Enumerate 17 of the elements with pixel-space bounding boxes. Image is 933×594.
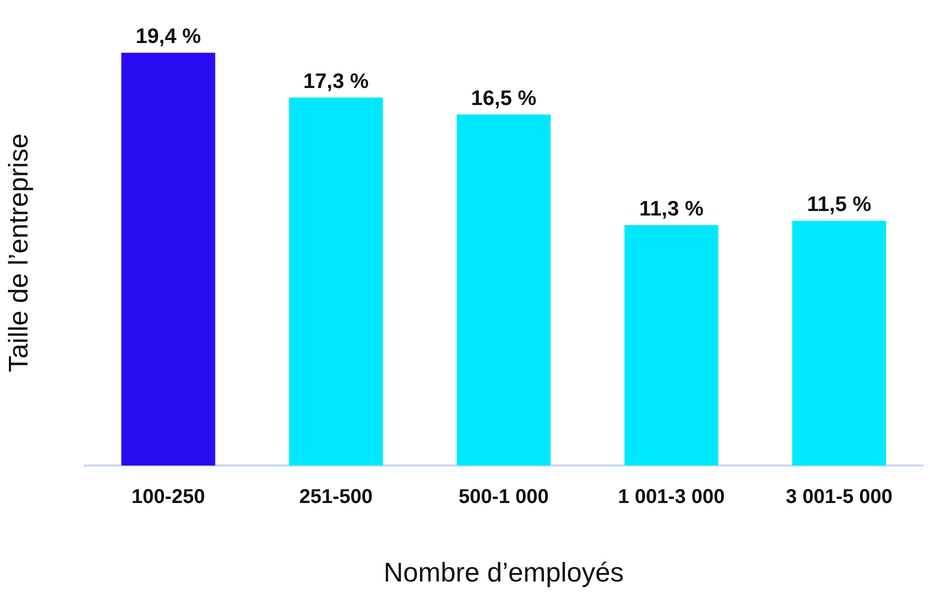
bar bbox=[121, 52, 216, 466]
x-tick-label: 3 001-5 000 bbox=[786, 486, 893, 508]
bar bbox=[456, 114, 551, 466]
bar bbox=[792, 220, 886, 466]
data-label: 16,5 % bbox=[471, 86, 537, 110]
x-tick-label: 1 001-3 000 bbox=[618, 486, 725, 508]
data-label: 17,3 % bbox=[303, 70, 369, 93]
x-tick-label: 100-250 bbox=[132, 486, 205, 508]
bar bbox=[624, 225, 718, 466]
y-axis-title: Taille de l’entreprise bbox=[4, 133, 34, 372]
bar bbox=[289, 97, 383, 466]
data-label: 19,4 % bbox=[136, 25, 202, 48]
x-axis-title: Nombre d’employés bbox=[384, 557, 624, 588]
x-tick-label: 251-500 bbox=[299, 486, 373, 508]
x-tick-label: 500-1 000 bbox=[458, 486, 549, 508]
data-label: 11,3 % bbox=[639, 197, 704, 220]
data-label: 11,5 % bbox=[807, 193, 872, 216]
